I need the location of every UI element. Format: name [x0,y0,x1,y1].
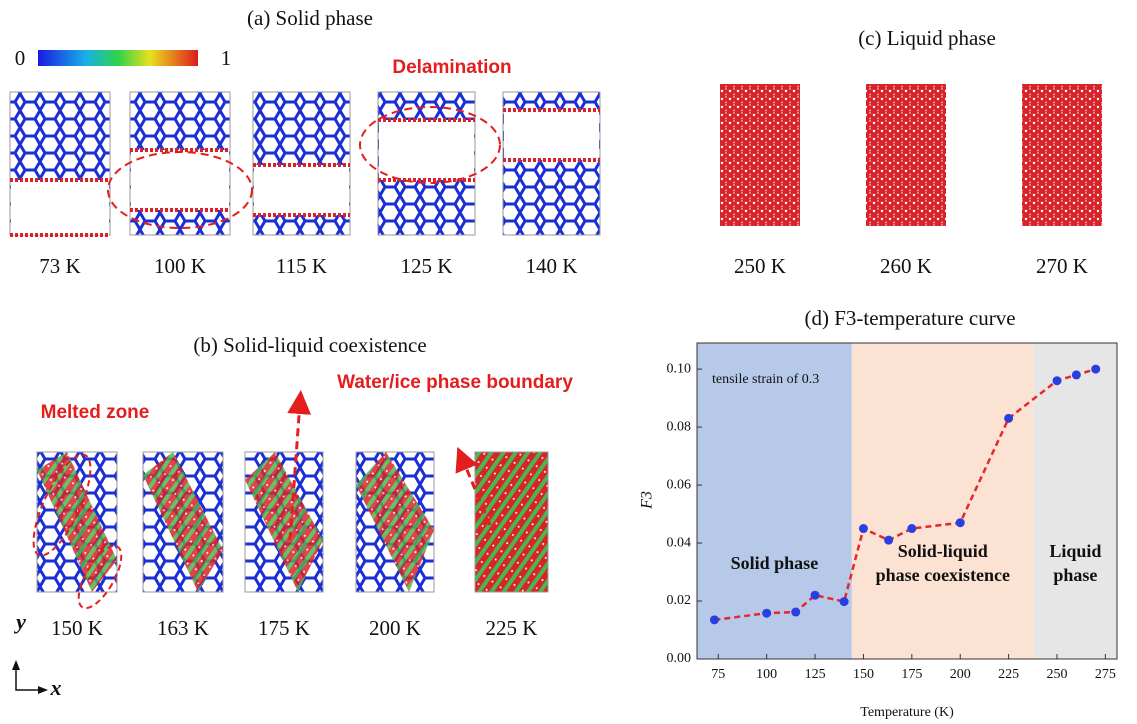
x-tick-label: 75 [711,667,725,682]
region-label: phase coexistence [876,565,1010,585]
colorbar-min: 0 [15,46,26,70]
x-tick-label: 150 [853,667,874,682]
region [851,343,1034,659]
region [1033,343,1117,659]
snapshot-label: 73 K [39,254,80,278]
melted-band [143,452,223,592]
y-tick-label: 0.08 [667,419,692,434]
annotation: Melted zone [41,402,150,423]
region-label: Liquid [1049,541,1101,561]
data-point [839,597,849,607]
gap [254,165,349,215]
snapshot-label: 163 K [157,616,209,640]
colorbar-max: 1 [221,46,232,70]
panel-title: (a) Solid phase [247,6,373,30]
snapshot-label: 125 K [401,254,453,278]
gap [379,120,474,180]
snapshot [474,451,549,593]
x-tick-label: 250 [1047,667,1068,682]
data-point [762,608,772,618]
data-point [907,524,917,534]
y-tick-label: 0.00 [667,651,692,666]
data-point [709,615,719,625]
arrow-heads [12,660,48,694]
snapshot [720,84,800,226]
snapshots-c: 250 K 260 K 270 K [720,84,1102,278]
annotation: Water/ice phase boundary [337,372,573,393]
snapshot-label: 260 K [880,254,932,278]
x-tick-label: 275 [1095,667,1116,682]
melted-band [356,452,434,592]
region-label: Solid phase [731,553,819,573]
chart: Solid phase Solid-liquid phase coexistence… [639,342,1118,720]
x-tick-label: 125 [805,667,826,682]
highlight [32,453,92,557]
snapshot-label: 200 K [369,616,421,640]
data-point [791,607,801,617]
data-point [1071,370,1081,380]
snapshot [1022,84,1102,226]
panel-title: (b) Solid-liquid coexistence [193,333,426,357]
highlight [107,151,253,229]
data-point [810,590,820,600]
snapshot-label: 100 K [154,254,206,278]
snapshots-b: 150 K 163 K 175 K 200 K 225 K [32,451,549,640]
x-tick-label: 225 [998,667,1019,682]
snapshot-label: 250 K [734,254,786,278]
data-point [955,518,965,528]
data-point [1052,376,1062,386]
gap [11,180,109,235]
y-axis-title: F3 [639,491,656,510]
highlight [359,106,501,184]
axis-arrows [15,668,40,691]
plot-frame [696,342,1118,660]
colorbar [38,50,198,66]
x-tick-label: 175 [901,667,922,682]
data-point [884,535,894,545]
region-label: phase [1053,565,1097,585]
highlight [77,544,123,610]
snapshot-label: 270 K [1036,254,1088,278]
axis-y-indicator: y [13,609,26,634]
arrow [287,390,312,541]
snapshot-label: 115 K [276,254,327,278]
axis-x-indicator: x [50,675,62,700]
y-tick-label: 0.10 [667,361,692,376]
melted-band [37,452,117,592]
snapshot-label: 140 K [526,254,578,278]
chart-title: (d) F3-temperature curve [804,306,1015,330]
snapshots-a: 73 K 100 K 115 K 125 K 140 K [9,91,601,278]
panel-title: (c) Liquid phase [858,26,996,50]
region [697,343,852,659]
data-point [1091,364,1101,374]
y-tick-label: 0.06 [667,477,692,492]
annotation: tensile strain of 0.3 [712,372,819,387]
region-label: Solid-liquid [898,541,988,561]
x-axis-title: Temperature (K) [860,705,954,720]
melted-band [245,452,323,592]
snapshot-label: 150 K [51,616,103,640]
snapshot-label: 225 K [486,616,538,640]
gap [504,110,599,160]
y-tick-label: 0.04 [667,535,692,550]
x-tick-label: 200 [950,667,971,682]
snapshot [866,84,946,226]
x-tick-label: 100 [756,667,777,682]
data-point [858,524,868,534]
y-tick-label: 0.02 [667,593,692,608]
data-point [1004,413,1014,423]
snapshot-label: 175 K [258,616,310,640]
annotation: Delamination [392,57,511,78]
gap [131,150,229,210]
